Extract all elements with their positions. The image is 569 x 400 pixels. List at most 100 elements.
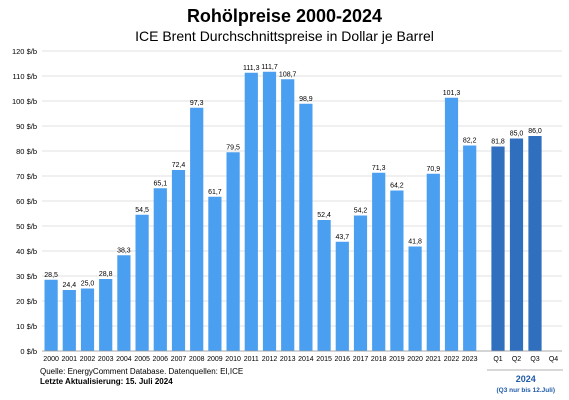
data-label: 111,7 <box>261 64 278 71</box>
bar <box>226 152 240 351</box>
bar <box>335 241 349 351</box>
x-tick-label: 2004 <box>116 356 132 363</box>
data-label: 85,0 <box>510 131 524 138</box>
y-tick-label: 30 $/b <box>16 272 37 281</box>
data-label: 52,4 <box>317 212 331 219</box>
data-label: 41,8 <box>408 239 422 246</box>
bar <box>262 71 277 351</box>
bar <box>281 79 295 351</box>
data-label: 64,2 <box>390 183 404 190</box>
bar <box>208 196 222 351</box>
x-tick-label: 2015 <box>316 356 332 363</box>
data-label: 111,3 <box>243 65 260 72</box>
bar <box>135 214 149 351</box>
data-label: 54,5 <box>135 207 149 214</box>
x-tick-label: 2007 <box>171 356 187 363</box>
x-tick-label: 2005 <box>134 356 150 363</box>
y-tick-label: 0 $/b <box>20 347 37 356</box>
bar <box>80 288 95 351</box>
bar <box>426 173 440 351</box>
bar <box>299 103 313 351</box>
y-tick-label: 60 $/b <box>16 197 37 206</box>
x-tick-label: Q1 <box>493 356 502 363</box>
bar <box>117 255 131 351</box>
x-tick-label: 2001 <box>62 356 78 363</box>
group-note: (Q3 nur bis 12.Juli) <box>496 387 555 394</box>
x-tick-label: 2009 <box>207 356 223 363</box>
data-label: 79,5 <box>226 144 240 151</box>
group-label: 2024 <box>516 374 536 384</box>
data-label: 61,7 <box>208 189 222 196</box>
source-note: Quelle: EnergyComment Database. Datenque… <box>40 367 244 376</box>
x-tick-label: 2017 <box>353 356 369 363</box>
x-tick-label: 2006 <box>153 356 169 363</box>
data-label: 86,0 <box>528 128 542 135</box>
x-tick-label: 2000 <box>43 356 59 363</box>
bar <box>444 97 459 351</box>
data-label: 70,9 <box>426 166 440 173</box>
data-label: 28,5 <box>44 272 58 279</box>
x-tick-label: 2008 <box>189 356 205 363</box>
x-tick-label: 2003 <box>98 356 114 363</box>
bar <box>99 279 113 351</box>
x-tick-label: Q2 <box>512 356 521 363</box>
y-tick-label: 80 $/b <box>16 147 37 156</box>
x-tick-label: 2011 <box>244 356 259 363</box>
x-tick-label: 2012 <box>262 356 278 363</box>
data-label: 65,1 <box>153 180 167 187</box>
x-tick-label: 2010 <box>225 356 241 363</box>
bar <box>153 188 167 351</box>
x-tick-label: 2002 <box>80 356 96 363</box>
data-label: 43,7 <box>335 234 349 241</box>
bar <box>372 172 386 351</box>
data-label: 82,2 <box>463 138 477 145</box>
y-tick-label: 40 $/b <box>16 247 37 256</box>
bar <box>62 290 76 351</box>
chart-title: Rohölpreise 2000-2024 <box>186 6 383 26</box>
data-label: 25,0 <box>81 281 95 288</box>
x-tick-label: 2019 <box>389 356 405 363</box>
data-label: 72,4 <box>172 162 186 169</box>
data-label: 28,8 <box>99 271 113 278</box>
last-updated-note: Letzte Aktualisierung: 15. Juli 2024 <box>40 377 173 386</box>
data-label: 101,3 <box>443 90 461 97</box>
y-tick-label: 70 $/b <box>16 172 37 181</box>
bar <box>317 220 331 351</box>
x-tick-label: 2014 <box>298 356 314 363</box>
y-tick-label: 120 $/b <box>12 47 37 56</box>
x-tick-label: 2020 <box>407 356 423 363</box>
data-label: 98,9 <box>299 96 313 103</box>
x-tick-label: Q3 <box>530 356 539 363</box>
x-tick-label: 2016 <box>335 356 351 363</box>
y-tick-label: 10 $/b <box>16 322 37 331</box>
y-tick-label: 20 $/b <box>16 297 37 306</box>
data-label: 97,3 <box>190 100 204 107</box>
bar <box>491 146 505 351</box>
data-label: 24,4 <box>62 282 76 289</box>
chart-subtitle: ICE Brent Durchschnittspreise in Dollar … <box>135 28 434 44</box>
bar <box>390 190 404 351</box>
bar <box>463 145 477 351</box>
data-label: 71,3 <box>372 165 386 172</box>
y-tick-label: 90 $/b <box>16 122 37 131</box>
data-label: 81,8 <box>491 139 505 146</box>
data-label: 38,3 <box>117 247 131 254</box>
data-label: 108,7 <box>279 71 297 78</box>
y-tick-label: 100 $/b <box>12 97 37 106</box>
bar <box>171 170 186 351</box>
x-tick-label: 2021 <box>426 356 442 363</box>
x-tick-label: 2023 <box>462 356 478 363</box>
bar <box>44 279 58 351</box>
x-tick-label: 2018 <box>371 356 387 363</box>
y-tick-label: 50 $/b <box>16 222 37 231</box>
x-tick-label: 2013 <box>280 356 296 363</box>
bar <box>528 136 542 351</box>
data-label: 54,2 <box>354 208 368 215</box>
x-tick-label: Q4 <box>549 356 558 363</box>
bar <box>408 246 422 351</box>
bar <box>509 138 524 351</box>
bar <box>244 72 258 351</box>
y-tick-label: 110 $/b <box>13 72 37 81</box>
